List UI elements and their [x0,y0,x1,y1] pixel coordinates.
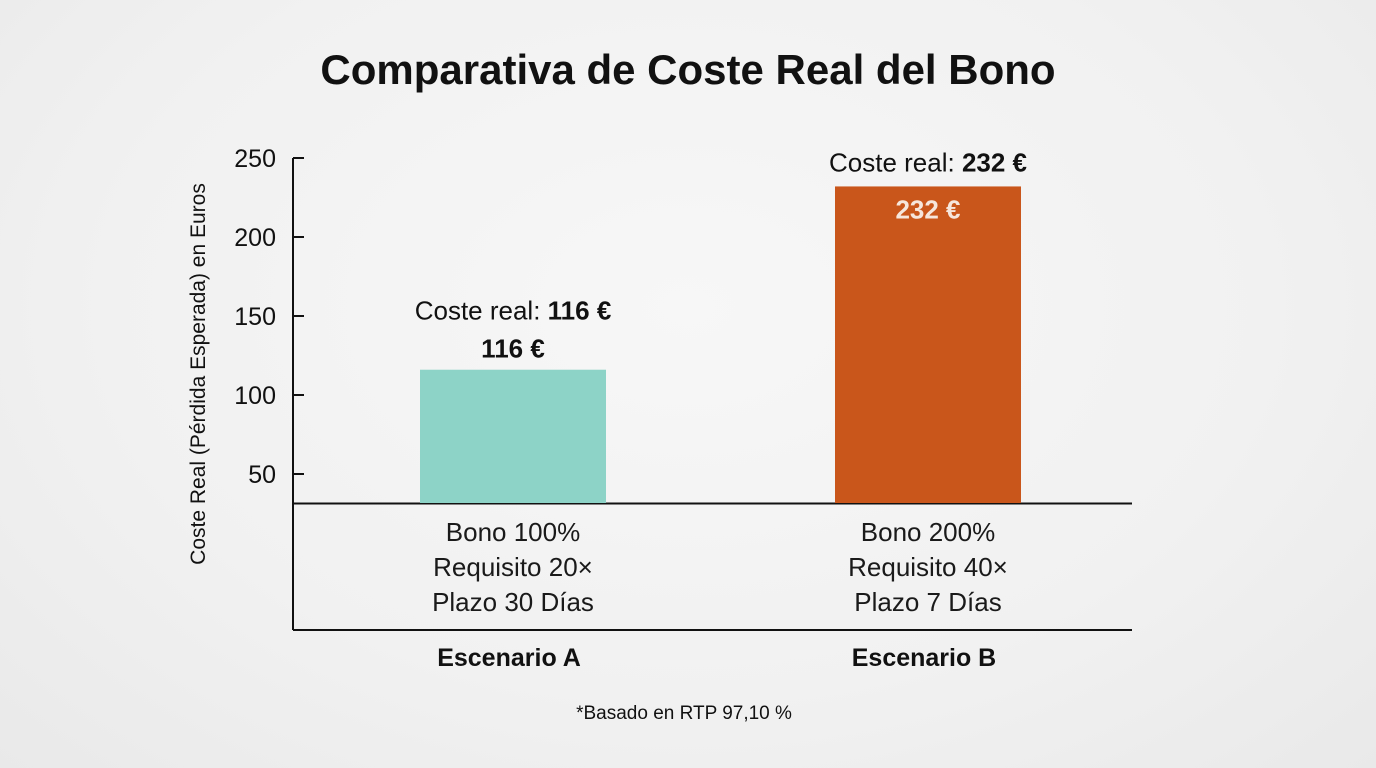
scenario-description-line: Requisito 40× [848,552,1008,582]
bar [835,186,1021,503]
scenario-description-line: Requisito 20× [433,552,593,582]
bar-labels: Coste real: 116 €116 €Coste real: 232 €2… [415,147,1027,363]
bar-value-label: 116 € [481,334,545,364]
cost-value: 116 € [540,296,611,326]
bars [420,186,1021,503]
scenario-descriptions: Bono 100% Requisito 20× Plazo 30 Días Bono … [432,517,1008,617]
chart-title: Comparativa de Coste Real del Bono [320,46,1055,93]
scenario-description-line: Plazo 7 Días [854,587,1001,617]
footnote: *Basado en RTP 97,10 % [576,703,792,724]
y-tick-label: 150 [234,303,276,331]
category-labels: Escenario A Escenario B [437,644,996,672]
scenario-description-line: Bono 100% [446,517,580,547]
bar-value-label: 232 € [895,194,960,224]
cost-prefix: Coste real: [829,147,955,177]
cost-annotation: Coste real: 116 € [415,296,612,326]
y-axis-label: Coste Real (Pérdida Esperada) en Euros [187,183,210,565]
y-tick-label: 250 [234,145,276,173]
cost-annotation: Coste real: 232 € [829,147,1027,177]
category-label: Escenario A [437,644,581,672]
scenario-description-line: Plazo 30 Días [432,587,594,617]
y-tick-label: 200 [234,224,276,252]
y-tick-label: 50 [248,461,276,489]
y-ticks: 50 100 150 200 250 [234,145,304,489]
bar [420,369,606,503]
scenario-description-line: Bono 200% [861,517,995,547]
cost-value: 232 € [955,147,1027,177]
y-tick-label: 100 [234,382,276,410]
category-label: Escenario B [852,644,997,672]
cost-prefix: Coste real: [415,296,541,326]
